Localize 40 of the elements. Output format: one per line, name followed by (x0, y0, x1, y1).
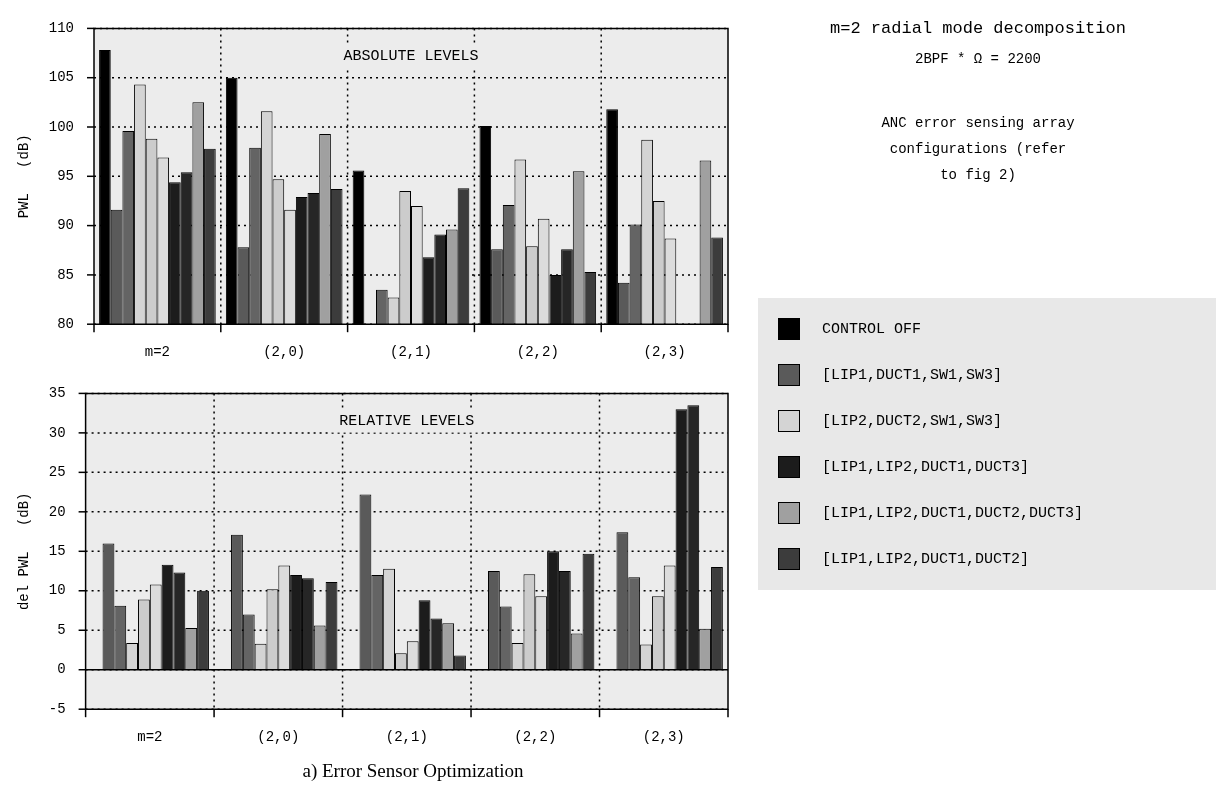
annotation: RELATIVE LEVELS (339, 413, 475, 431)
y-tick-label: 25 (48, 464, 66, 481)
legend-label: [LIP1,LIP2,DUCT1,DUCT2] (822, 550, 1030, 568)
y-tick-label: 110 (48, 20, 74, 37)
y-axis-title: del PWL (dB) (16, 492, 33, 611)
y-tick-label: 0 (57, 661, 66, 678)
text: ANC error sensing array configurations (refer to fig 2) (880, 114, 1076, 185)
y-tick-label: 100 (48, 118, 74, 135)
x-tick-label: (2,0) (263, 344, 306, 361)
y-tick-label: 35 (48, 385, 66, 402)
annotation: ABSOLUTE LEVELS (343, 48, 479, 66)
legend-label: [LIP2,DUCT2,SW1,SW3] (822, 412, 1003, 430)
y-tick-label: 20 (48, 503, 66, 520)
x-tick-label: (2,2) (516, 344, 559, 361)
y-tick-label: 95 (57, 168, 74, 184)
legend-label: [LIP1,DUCT1,SW1,SW3] (822, 366, 1003, 384)
y-tick-label: 90 (57, 217, 74, 234)
y-tick-label: 15 (48, 543, 66, 559)
y-tick-label: 30 (48, 424, 66, 441)
text: m=2 radial mode decomposition (829, 18, 1127, 40)
y-tick-label: -5 (48, 700, 66, 717)
x-tick-label: (2,3) (642, 729, 685, 746)
y-tick-label: 10 (48, 582, 66, 599)
x-tick-label: (2,2) (514, 729, 557, 746)
x-tick-label: (2,0) (257, 729, 300, 746)
text: a) Error Sensor Optimization (301, 760, 525, 782)
y-tick-label: 80 (57, 315, 74, 332)
x-tick-label: m=2 (144, 344, 171, 361)
y-tick-label: 85 (57, 266, 74, 283)
y-axis-title: PWL (dB) (16, 134, 33, 219)
y-tick-label: 5 (57, 621, 66, 638)
legend-label: CONTROL OFF (822, 320, 922, 338)
y-tick-label: 105 (48, 69, 74, 86)
x-tick-label: m=2 (137, 729, 163, 746)
legend-label: [LIP1,LIP2,DUCT1,DUCT2,DUCT3] (822, 504, 1084, 522)
x-tick-label: (2,1) (389, 344, 433, 361)
x-tick-label: (2,3) (643, 344, 686, 361)
legend-label: [LIP1,LIP2,DUCT1,DUCT3] (822, 458, 1030, 476)
x-tick-label: (2,1) (385, 729, 428, 746)
text: 2BPF * Ω = 2200 (914, 50, 1042, 69)
